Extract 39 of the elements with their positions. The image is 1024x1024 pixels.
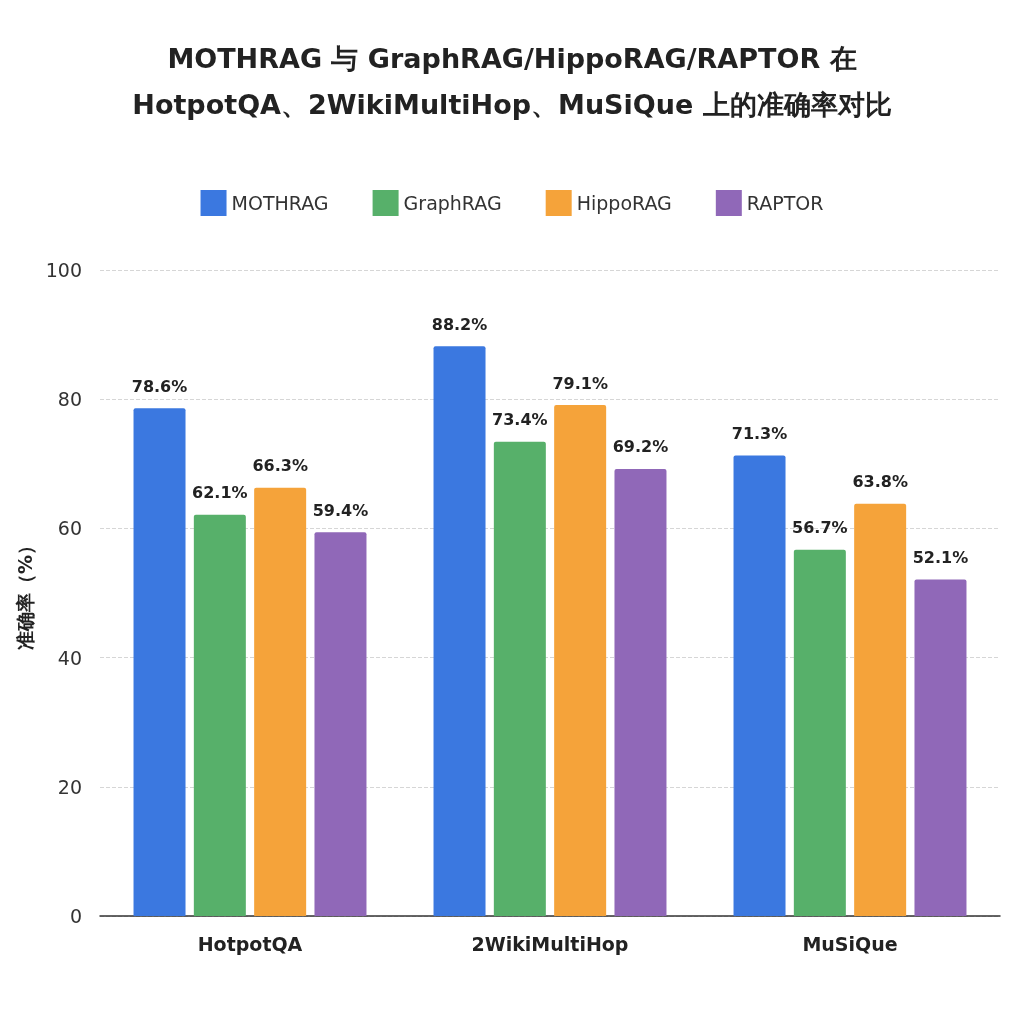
data-label: 59.4% <box>312 500 369 520</box>
y-tick-label: 0 <box>69 905 82 927</box>
bar <box>493 441 546 916</box>
y-axis-title: 准确率（%） <box>14 535 37 651</box>
bar <box>854 503 907 916</box>
bar <box>614 468 667 916</box>
legend-label: MOTHRAG <box>231 192 329 214</box>
data-label: 66.3% <box>252 456 308 476</box>
data-label: 78.6% <box>131 376 188 396</box>
bar <box>914 579 967 916</box>
legend-label: HippoRAG <box>576 192 672 214</box>
legend-label: RAPTOR <box>746 192 824 214</box>
data-label: 73.4% <box>492 410 548 430</box>
y-tick-label: 20 <box>57 775 82 798</box>
bar <box>133 408 186 916</box>
y-tick-label: 60 <box>57 517 82 540</box>
data-label: 52.1% <box>912 547 969 567</box>
legend-label: GraphRAG <box>403 192 502 214</box>
bar <box>193 514 246 916</box>
bar <box>733 455 786 916</box>
bar <box>433 346 486 916</box>
y-tick-label: 80 <box>57 388 82 411</box>
data-label: 88.2% <box>431 314 488 334</box>
data-label: 79.1% <box>552 373 608 393</box>
data-label: 69.2% <box>612 437 669 457</box>
bar <box>793 549 846 916</box>
bar <box>554 405 607 916</box>
y-tick-label: 40 <box>57 646 82 669</box>
y-tick-label: 100 <box>45 259 82 281</box>
data-label: 71.3% <box>731 423 788 443</box>
data-label: 56.7% <box>792 518 848 538</box>
chart-title: MOTHRAG 与 GraphRAG/HippoRAG/RAPTOR 在 HotpotQA、2WikiMultiHop、MuSiQue 上的准确率对比 <box>132 42 892 120</box>
bar <box>254 487 307 916</box>
data-label: 63.8% <box>852 472 908 492</box>
x-tick-label: HotpotQA <box>197 932 303 955</box>
x-tick-label: MuSiQue <box>802 932 898 955</box>
x-tick-label: 2WikiMultiHop <box>471 932 629 955</box>
data-label: 62.1% <box>192 483 248 503</box>
bar <box>314 532 367 916</box>
